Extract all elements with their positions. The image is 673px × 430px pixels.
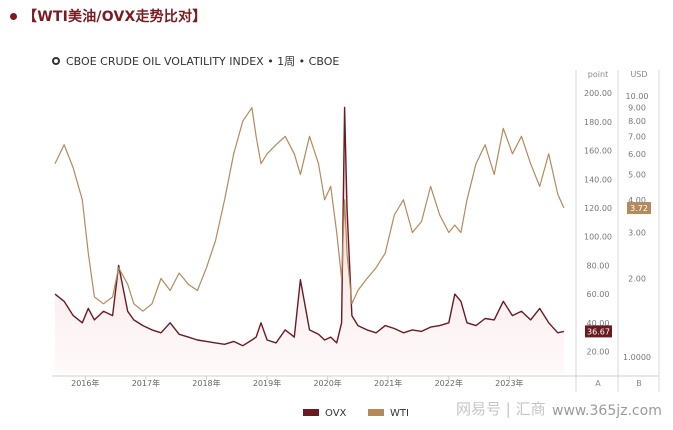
right-tick-label: 3.00 xyxy=(628,228,646,237)
left-axis-unit: point xyxy=(588,70,608,79)
legend-swatch-wti xyxy=(368,409,384,416)
left-tick-label: 200.00 xyxy=(584,89,612,98)
circle-icon xyxy=(52,57,60,65)
right-tick-label: 5.00 xyxy=(628,170,646,179)
right-tick-label: 8.00 xyxy=(628,117,646,126)
left-tick-label: 80.00 xyxy=(587,261,610,270)
left-tick-label: 100.00 xyxy=(584,233,612,242)
wti-last-value-label: 3.72 xyxy=(630,204,648,213)
ovx-series-line xyxy=(54,106,565,347)
heading-text: 【WTI美油/OVX走势比对】 xyxy=(23,9,207,25)
right-tick-label: 7.00 xyxy=(628,132,646,141)
left-tick-label: 140.00 xyxy=(584,175,612,184)
right-tick-label: 1.0000 xyxy=(623,353,651,362)
right-tick-label: 6.00 xyxy=(628,150,646,159)
left-tick-label: 120.00 xyxy=(584,204,612,213)
x-tick-label: 2019年 xyxy=(253,378,281,388)
x-tick-label: 2021年 xyxy=(374,378,402,388)
left-tick-label: 160.00 xyxy=(584,147,612,156)
bullet-icon xyxy=(10,12,17,20)
axes-layer xyxy=(52,70,660,392)
watermark-url: www.365jz.com xyxy=(552,403,662,419)
x-tick-label: 2018年 xyxy=(192,378,220,388)
ovx-area xyxy=(55,107,564,373)
legend-label-ovx: OVX xyxy=(325,408,347,419)
legend-swatch-ovx xyxy=(303,409,319,416)
right-axis-unit: USD xyxy=(630,70,647,79)
x-tick-label: 2016年 xyxy=(71,378,99,388)
right-tick-label: 9.00 xyxy=(628,104,646,113)
right-tick-label: 2.00 xyxy=(628,274,646,283)
axis-letter-b: B xyxy=(636,379,642,388)
right-tick-label: 4.00 xyxy=(628,196,646,205)
axis-letter-a: A xyxy=(595,379,601,388)
legend-label-wti: WTI xyxy=(390,408,409,419)
x-tick-label: 2020年 xyxy=(313,378,341,388)
x-tick-label: 2017年 xyxy=(132,378,160,388)
wti-last-value-tag xyxy=(627,202,651,215)
chart-subtitle: CBOE CRUDE OIL VOLATILITY INDEX • 1周 • C… xyxy=(52,53,339,69)
x-tick-label: 2023年 xyxy=(495,378,523,388)
label-layer: point USD 20.00 40.00 60.00 80.00 100.00 120.00… xyxy=(71,70,651,419)
wti-series-line xyxy=(54,107,565,312)
left-tick-label: 60.00 xyxy=(587,290,610,299)
chart-heading: 【WTI美油/OVX走势比对】 xyxy=(10,6,206,26)
series-layer xyxy=(54,106,565,373)
left-tick-label: 180.00 xyxy=(584,118,612,127)
x-tick-label: 2022年 xyxy=(435,378,463,388)
right-tick-label: 10.00 xyxy=(626,92,649,101)
subtitle-text: CBOE CRUDE OIL VOLATILITY INDEX • 1周 • C… xyxy=(66,55,340,68)
left-tick-label: 40.00 xyxy=(587,319,610,328)
ovx-last-value-tag xyxy=(585,325,612,338)
left-tick-label: 20.00 xyxy=(587,347,610,356)
watermark: 网易号 | 汇商 xyxy=(456,400,546,418)
ovx-last-value-label: 36.67 xyxy=(587,327,610,336)
